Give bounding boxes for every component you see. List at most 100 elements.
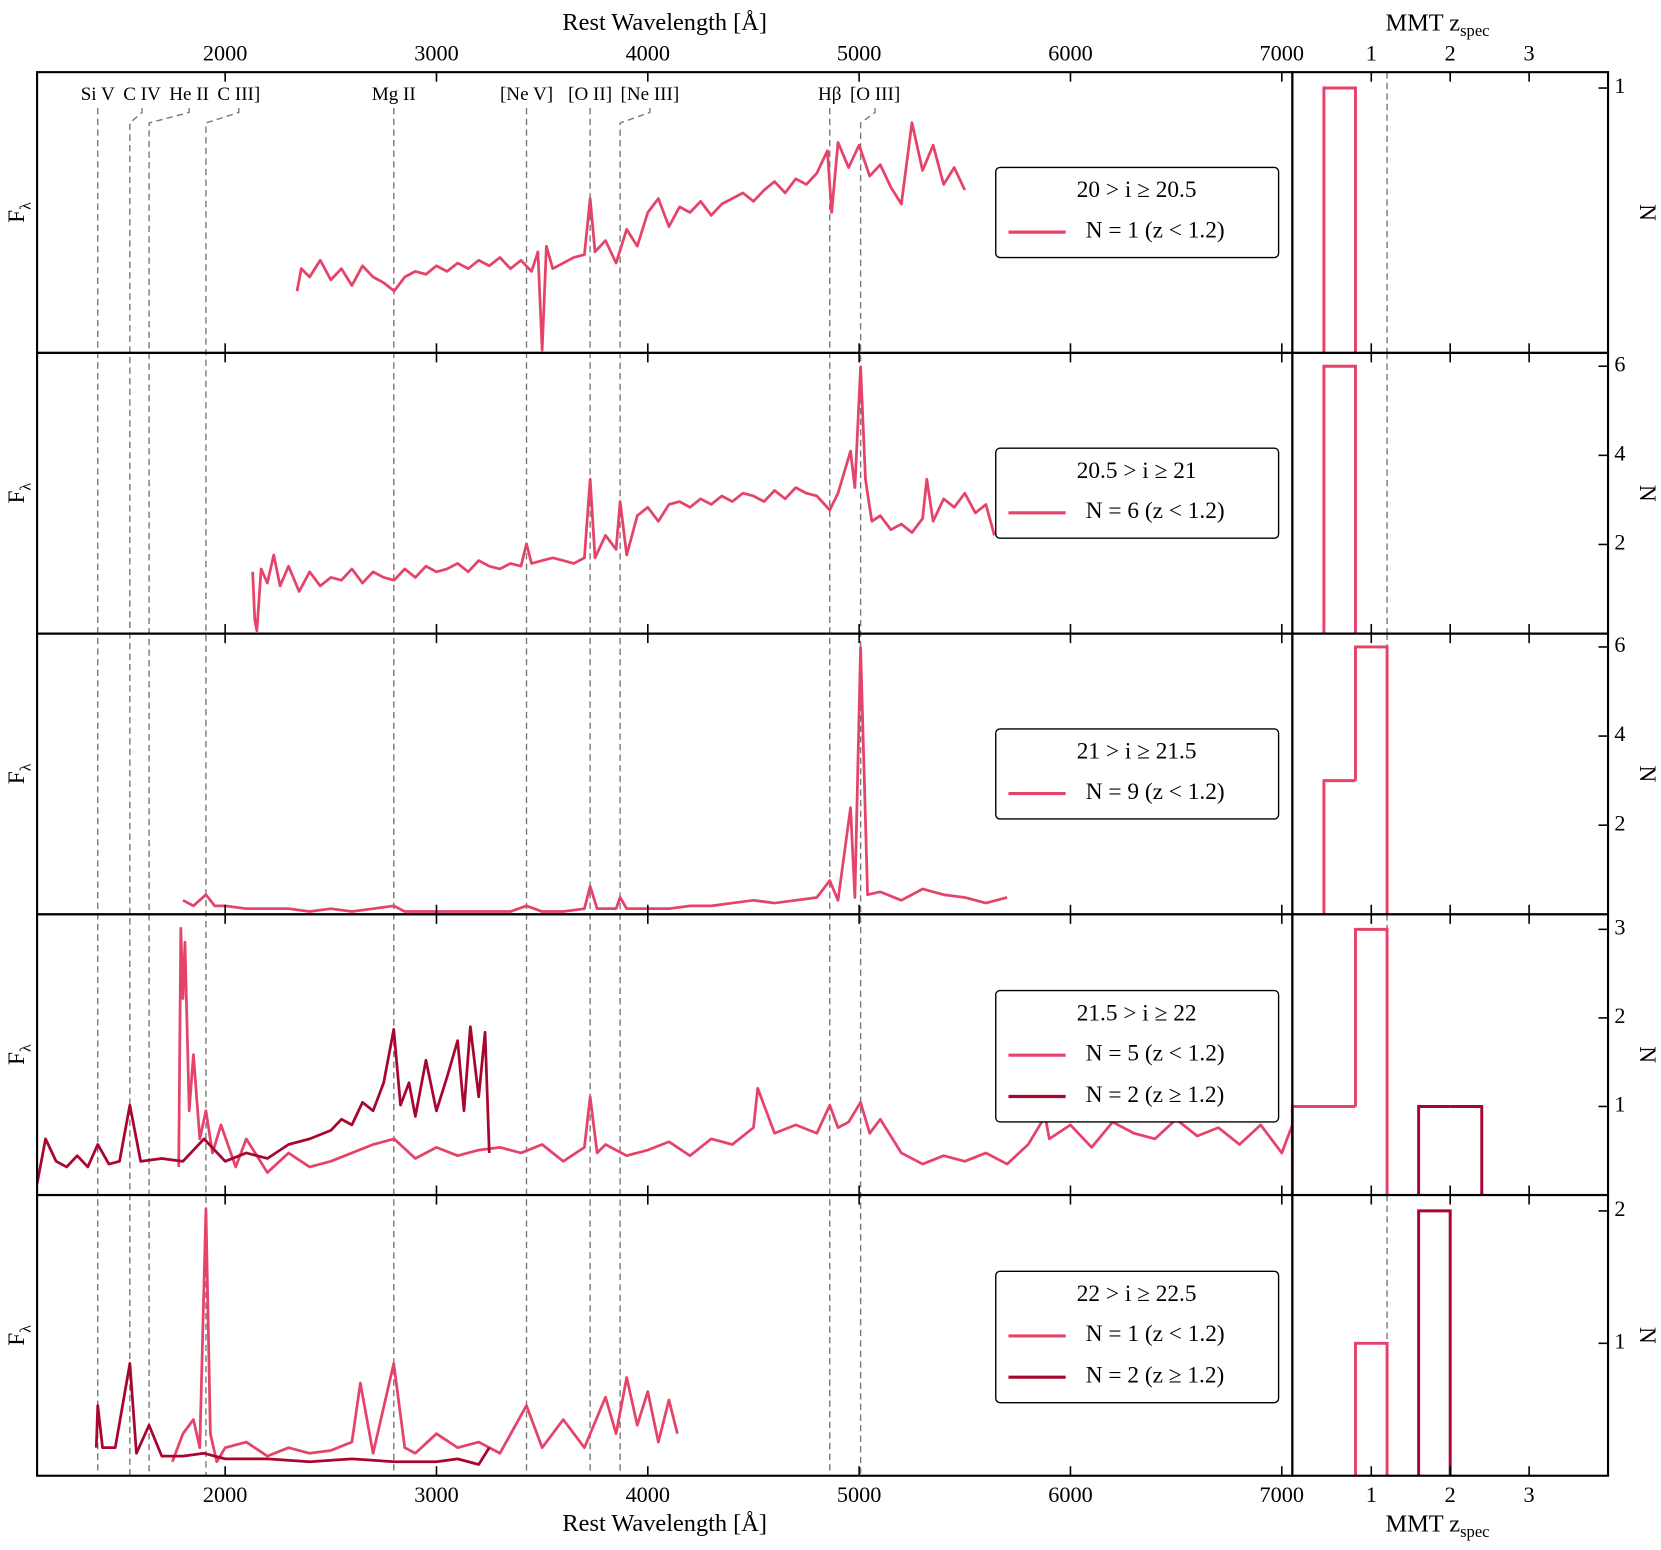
front-layer: 2000 3000 4000 5000 6000 7000 Rest Wavelength … xyxy=(4,9,1659,1541)
spectrum xyxy=(35,1025,491,1185)
hist-bar xyxy=(1290,1104,1324,1196)
x-tick-label: 2000 xyxy=(203,40,247,65)
legend-box xyxy=(995,1270,1280,1404)
x-axis-label: Rest Wavelength [Å] xyxy=(562,9,767,36)
legend-box xyxy=(995,166,1280,259)
line-label: Hβ xyxy=(818,84,841,105)
x-tick-label: 4000 xyxy=(626,1482,670,1507)
hist-bar xyxy=(1417,1104,1451,1196)
y-axis-label: N xyxy=(1634,1327,1660,1344)
y-axis-label: Fλ xyxy=(4,483,34,504)
x-axis-label: Rest Wavelength [Å] xyxy=(562,1510,767,1537)
spectrum xyxy=(171,1207,679,1464)
legend: 21 > i ≥ 21.5 N = 9 (z < 1.2) xyxy=(995,728,1280,820)
hist-bar xyxy=(1417,1209,1452,1476)
y-tick-label: 1 xyxy=(1614,1092,1625,1117)
legend-label: N = 2 (z ≥ 1.2) xyxy=(1086,1082,1225,1108)
line-label: [O II] xyxy=(568,84,612,105)
legend-title: 21.5 > i ≥ 22 xyxy=(1077,1000,1197,1026)
legend-label: N = 1 (z < 1.2) xyxy=(1086,1321,1225,1347)
y-axis-label-main: F xyxy=(4,771,30,784)
x-tick-label: 6000 xyxy=(1048,40,1092,65)
emission-line-marker xyxy=(859,108,876,1476)
x-tick-label: 6000 xyxy=(1048,1482,1092,1507)
line-label: C III] xyxy=(217,84,260,105)
y-tick-label: 2 xyxy=(1614,810,1625,835)
y-axis-label-sub: λ xyxy=(17,483,34,491)
y-tick-label: 4 xyxy=(1614,721,1625,746)
emission-line-marker xyxy=(205,108,240,1476)
y-tick-label: 2 xyxy=(1614,1196,1625,1221)
x-tick-label: 3 xyxy=(1524,1482,1535,1507)
y-axis-label-main: F xyxy=(4,1052,30,1065)
spectrum xyxy=(251,365,996,633)
spectrum xyxy=(94,1362,491,1466)
line-label: [O III] xyxy=(850,84,900,105)
hist-bar xyxy=(1354,645,1389,915)
panel-frame xyxy=(1291,351,1610,635)
y-axis-label: N xyxy=(1634,766,1660,783)
hist-bar xyxy=(1354,927,1389,1196)
y-axis-label-sub: λ xyxy=(17,202,34,210)
y-axis-label: Fλ xyxy=(4,202,34,223)
x-axis-label-main: MMT z xyxy=(1385,9,1460,36)
x-tick-label: 5000 xyxy=(837,40,881,65)
legend-label: N = 1 (z < 1.2) xyxy=(1086,217,1225,243)
line-label: [Ne V] xyxy=(500,84,553,105)
legend-box xyxy=(995,447,1280,539)
legend-title: 20 > i ≥ 20.5 xyxy=(1077,177,1197,203)
line-label: C IV xyxy=(123,84,161,105)
y-axis-label: N xyxy=(1634,1046,1660,1063)
emission-line-marker xyxy=(619,108,651,1476)
y-axis-label: Fλ xyxy=(4,1044,34,1065)
spectrum xyxy=(295,121,967,352)
x-tick-label: 3000 xyxy=(414,40,458,65)
legend: 20 > i ≥ 20.5 N = 1 (z < 1.2) xyxy=(995,166,1280,259)
x-axis-label-sub: spec xyxy=(1460,1522,1489,1541)
x-tick-label: 3000 xyxy=(414,1482,458,1507)
line-label: [Ne III] xyxy=(621,84,680,105)
x-tick-label: 1 xyxy=(1366,40,1377,65)
x-tick-label: 1 xyxy=(1366,1482,1377,1507)
y-tick-label: 6 xyxy=(1614,351,1625,376)
legend-box xyxy=(995,728,1280,820)
legend-label: N = 2 (z ≥ 1.2) xyxy=(1086,1363,1225,1389)
legend: 20.5 > i ≥ 21 N = 6 (z < 1.2) xyxy=(995,447,1280,539)
y-axis-label: N xyxy=(1634,485,1660,502)
line-label: Mg II xyxy=(372,84,416,105)
legend-label: N = 5 (z < 1.2) xyxy=(1086,1041,1225,1067)
y-axis-label: N xyxy=(1634,204,1660,221)
legend: 21.5 > i ≥ 22 N = 5 (z < 1.2) N = 2 (z ≥ 1… xyxy=(995,989,1280,1123)
legend: 22 > i ≥ 22.5 N = 1 (z < 1.2) N = 2 (z ≥ 1… xyxy=(995,1270,1280,1404)
legend-label: N = 9 (z < 1.2) xyxy=(1086,779,1225,805)
spectrum xyxy=(182,646,1008,913)
legend-box xyxy=(995,989,1280,1123)
legend-title: 20.5 > i ≥ 21 xyxy=(1077,458,1197,484)
y-tick-label: 1 xyxy=(1614,73,1625,98)
spectrum xyxy=(177,927,1294,1174)
hist-bar xyxy=(1354,1341,1389,1476)
legend-title: 21 > i ≥ 21.5 xyxy=(1077,739,1197,765)
x-tick-label: 2 xyxy=(1445,40,1456,65)
y-axis-label-sub: λ xyxy=(17,1325,34,1333)
y-tick-label: 3 xyxy=(1614,914,1625,939)
hist-bar xyxy=(1322,779,1356,915)
x-axis-label-sub: spec xyxy=(1460,21,1489,40)
y-tick-label: 6 xyxy=(1614,632,1625,657)
y-axis-label-sub: λ xyxy=(17,1044,34,1052)
y-axis-label-main: F xyxy=(4,1333,30,1346)
y-axis-label-main: F xyxy=(4,210,30,223)
x-axis-label: MMT zspec xyxy=(1385,9,1489,40)
y-axis-label: Fλ xyxy=(4,1325,34,1346)
y-tick-label: 4 xyxy=(1614,440,1625,465)
x-tick-label: 2000 xyxy=(203,1482,247,1507)
x-tick-label: 7000 xyxy=(1260,40,1304,65)
legend-title: 22 > i ≥ 22.5 xyxy=(1077,1281,1197,1307)
hist-bar xyxy=(1322,364,1357,634)
y-axis-label-sub: λ xyxy=(17,763,34,771)
hist-bar xyxy=(1322,86,1357,353)
x-tick-label: 3 xyxy=(1524,40,1535,65)
emission-line-marker xyxy=(129,108,143,1476)
